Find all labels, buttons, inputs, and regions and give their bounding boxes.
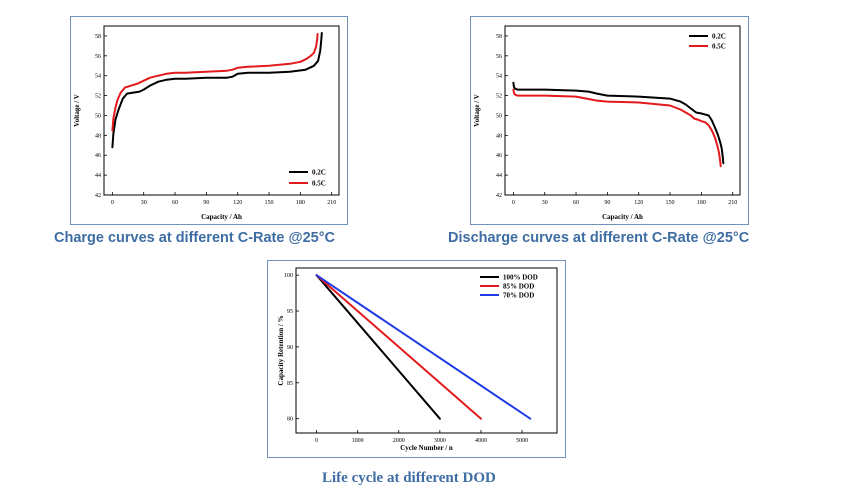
charge-chart-panel: 0 30 60 90 120 150 180 210 42 44 46 48 50 52 54 56 58 Cap… bbox=[70, 16, 348, 225]
x-tick-label: 120 bbox=[634, 200, 643, 206]
x-tick-label: 210 bbox=[728, 200, 737, 206]
y-tick-label: 52 bbox=[95, 94, 101, 100]
x-tick-label: 120 bbox=[233, 200, 242, 206]
series-line-1 bbox=[315, 274, 482, 420]
y-tick-label: 85 bbox=[287, 381, 293, 387]
x-tick-label: 30 bbox=[542, 200, 548, 206]
charge-chart: 0 30 60 90 120 150 180 210 42 44 46 48 50 52 54 56 58 Cap… bbox=[73, 25, 340, 221]
x-tick-label: 60 bbox=[573, 200, 579, 206]
x-tick-label: 1000 bbox=[352, 438, 364, 444]
y-axis-label: Voltage / V bbox=[473, 94, 481, 127]
y-tick-label: 80 bbox=[287, 417, 293, 423]
x-tick-label: 30 bbox=[141, 200, 147, 206]
x-tick-label: 5000 bbox=[516, 438, 528, 444]
x-tick-label: 150 bbox=[666, 200, 675, 206]
y-axis-label: Voltage / V bbox=[73, 94, 81, 127]
x-tick-label: 60 bbox=[172, 200, 178, 206]
y-tick-label: 52 bbox=[496, 94, 502, 100]
series-line-1 bbox=[111, 33, 319, 132]
y-tick-label: 46 bbox=[496, 153, 502, 159]
x-tick-label: 180 bbox=[296, 200, 305, 206]
y-tick-label: 42 bbox=[496, 193, 502, 199]
life-chart-panel: 0 1000 2000 3000 4000 5000 80 85 90 95 100 Cycle Nu… bbox=[267, 260, 566, 458]
x-tick-label: 90 bbox=[203, 200, 209, 206]
charge-caption: Charge curves at different C-Rate @25°C bbox=[54, 230, 336, 246]
y-tick-label: 48 bbox=[496, 133, 502, 139]
y-axis-label: Capacity Retention / % bbox=[277, 315, 285, 385]
x-tick-label: 0 bbox=[512, 200, 515, 206]
y-tick-label: 50 bbox=[95, 113, 101, 119]
x-tick-label: 210 bbox=[327, 200, 336, 206]
legend-label: 70% DOD bbox=[503, 292, 534, 300]
plot-frame bbox=[295, 267, 558, 434]
x-tick-label: 2000 bbox=[393, 438, 405, 444]
y-tick-label: 54 bbox=[95, 74, 101, 80]
series-line-0 bbox=[315, 274, 441, 420]
series-line-0 bbox=[512, 81, 725, 165]
y-tick-label: 50 bbox=[496, 113, 502, 119]
x-axis-label: Cycle Number / n bbox=[400, 444, 453, 452]
legend-label: 100% DOD bbox=[503, 274, 538, 282]
legend-label: 0.2C bbox=[312, 169, 326, 177]
series-line-2 bbox=[315, 274, 532, 420]
y-tick-label: 56 bbox=[496, 54, 502, 60]
y-tick-label: 44 bbox=[95, 173, 101, 179]
x-tick-label: 0 bbox=[315, 438, 318, 444]
x-tick-label: 3000 bbox=[434, 438, 446, 444]
x-tick-label: 90 bbox=[604, 200, 610, 206]
x-tick-label: 150 bbox=[265, 200, 274, 206]
plot-frame bbox=[504, 25, 741, 196]
y-tick-label: 46 bbox=[95, 153, 101, 159]
legend-label: 0.5C bbox=[312, 180, 326, 188]
discharge-chart-panel: 0 30 60 90 120 150 180 210 42 44 46 48 50 52 54 56 58 Cap… bbox=[470, 16, 749, 225]
y-tick-label: 56 bbox=[95, 54, 101, 60]
plot-frame bbox=[103, 25, 340, 196]
y-tick-label: 90 bbox=[287, 345, 293, 351]
legend-label: 85% DOD bbox=[503, 283, 534, 291]
series-line-1 bbox=[512, 88, 722, 168]
y-tick-label: 58 bbox=[95, 34, 101, 40]
legend-label: 0.5C bbox=[712, 43, 726, 51]
x-tick-label: 180 bbox=[697, 200, 706, 206]
y-tick-label: 42 bbox=[95, 193, 101, 199]
series-line-0 bbox=[111, 32, 323, 149]
x-axis-label: Capacity / Ah bbox=[602, 213, 643, 221]
y-tick-label: 44 bbox=[496, 173, 502, 179]
y-tick-label: 58 bbox=[496, 34, 502, 40]
y-tick-label: 48 bbox=[95, 133, 101, 139]
x-tick-label: 0 bbox=[111, 200, 114, 206]
y-tick-label: 95 bbox=[287, 309, 293, 315]
legend-label: 0.2C bbox=[712, 33, 726, 41]
life-cycle-chart: 0 1000 2000 3000 4000 5000 80 85 90 95 100 Cycle Nu… bbox=[277, 267, 558, 452]
discharge-caption: Discharge curves at different C-Rate @25… bbox=[448, 230, 750, 246]
y-tick-label: 100 bbox=[284, 273, 293, 279]
life-caption: Life cycle at different DOD bbox=[322, 470, 496, 486]
discharge-chart: 0 30 60 90 120 150 180 210 42 44 46 48 50 52 54 56 58 Cap… bbox=[473, 25, 741, 221]
x-tick-label: 4000 bbox=[475, 438, 487, 444]
x-axis-label: Capacity / Ah bbox=[201, 213, 242, 221]
y-tick-label: 54 bbox=[496, 74, 502, 80]
